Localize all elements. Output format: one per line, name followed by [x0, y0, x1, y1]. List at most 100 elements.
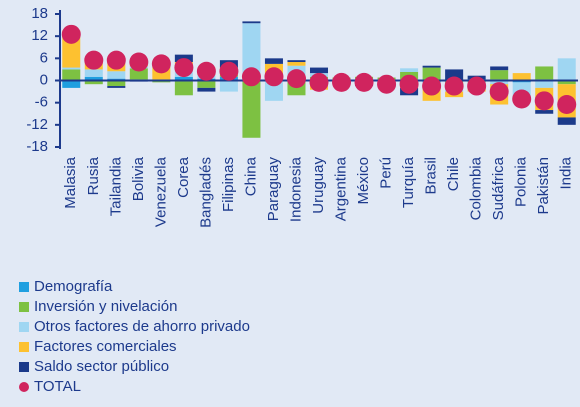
bar-segment [400, 68, 419, 73]
x-tick-label: Tailandia [107, 156, 124, 216]
bar-segment [107, 71, 126, 79]
x-tick-label: Indonesia [287, 156, 304, 222]
y-tick-label: 0 [40, 71, 48, 88]
bar-segment [557, 58, 576, 81]
total-dot [512, 89, 532, 109]
total-dot [286, 69, 306, 89]
bar-segment [174, 76, 193, 81]
bar-segment [264, 58, 283, 64]
total-dot [264, 67, 284, 87]
bar-segment [242, 21, 261, 24]
total-dot [106, 50, 126, 70]
total-dot [309, 72, 329, 92]
legend-marker [19, 342, 29, 352]
bar-segment [535, 66, 554, 80]
total-dot [444, 76, 464, 96]
legend-marker [19, 322, 29, 332]
x-tick-label: Filipinas [220, 157, 237, 212]
total-dot [219, 61, 239, 81]
bar-segment [84, 69, 103, 77]
x-tick-label: Paraguay [265, 157, 282, 222]
total-dot [196, 61, 216, 81]
legend-label: Inversión y nivelación [34, 298, 177, 315]
bar-segment [512, 73, 531, 81]
bar-segment [197, 87, 216, 92]
total-dot [354, 72, 374, 92]
x-tick-label: Chile [445, 157, 462, 191]
x-tick-label: Uruguay [310, 157, 327, 214]
x-tick-label: Bangladés [197, 157, 214, 228]
x-tick-label: México [355, 157, 372, 205]
x-tick-label: Sudáfrica [490, 156, 507, 220]
bar-segment [62, 69, 81, 81]
total-dot [61, 24, 81, 44]
total-dot [557, 95, 577, 115]
total-dot [399, 74, 419, 94]
total-dot [84, 50, 104, 70]
legend-label: Saldo sector público [34, 358, 169, 375]
legend-label: Factores comerciales [34, 338, 177, 355]
bar-segment [107, 80, 126, 87]
bar-segment [264, 80, 283, 101]
bar-segment [535, 80, 554, 88]
bar-segment [535, 110, 554, 114]
legend-label: Otros factores de ahorro privado [34, 318, 250, 335]
bar-segment [197, 80, 216, 88]
bar-segment [287, 60, 306, 63]
bar-segment [174, 80, 193, 96]
legend-marker [19, 362, 29, 372]
total-dot [129, 52, 149, 72]
bar-segment [445, 69, 464, 81]
total-dot [422, 76, 442, 96]
bar-segment [219, 80, 238, 92]
x-tick-label: Argentina [332, 156, 349, 221]
legend-label: Demografía [34, 278, 113, 295]
x-tick-label: Turquía [400, 156, 417, 208]
legend-marker [19, 302, 29, 312]
bar-segment [62, 80, 81, 88]
total-dot [377, 74, 397, 94]
total-dot [241, 67, 261, 87]
total-dot [151, 54, 171, 74]
x-tick-label: Perú [378, 157, 395, 189]
bar-segment [557, 117, 576, 125]
bar-segment [107, 86, 126, 88]
total-dot [534, 91, 554, 111]
total-dot [174, 58, 194, 78]
y-tick-label: 12 [31, 27, 48, 44]
bar-segment [557, 80, 576, 85]
bar-segment [422, 65, 441, 68]
y-tick-label: -12 [26, 116, 48, 133]
bar-segment [62, 67, 81, 70]
y-tick-label: -18 [26, 138, 48, 155]
y-tick-label: 6 [40, 49, 48, 66]
x-tick-label: Malasia [62, 156, 79, 208]
bar-segment [84, 80, 103, 85]
legend-marker [19, 382, 29, 392]
x-tick-label: Polonia [513, 156, 530, 207]
x-tick-label: India [558, 156, 575, 189]
y-tick-label: -6 [35, 94, 48, 111]
bar-segment [242, 23, 261, 79]
bar-segment [490, 70, 509, 80]
bar-segment [129, 68, 148, 80]
x-tick-label: Bolivia [130, 156, 147, 201]
x-tick-label: Rusia [85, 156, 102, 195]
x-tick-label: Pakistán [535, 157, 552, 215]
x-tick-label: Colombia [468, 156, 485, 220]
legend-marker [19, 282, 29, 292]
total-dot [467, 76, 487, 96]
x-tick-label: China [242, 156, 259, 196]
bar-segment [242, 80, 261, 138]
x-tick-label: Venezuela [152, 156, 169, 227]
bar-segment [490, 66, 509, 71]
bar-segment [422, 67, 441, 81]
y-tick-label: 18 [31, 5, 48, 22]
legend-label: TOTAL [34, 378, 81, 395]
bar-segment [84, 76, 103, 81]
bar-segment [287, 62, 306, 66]
bar-segment [309, 67, 329, 74]
x-tick-label: Brasil [423, 157, 440, 195]
total-dot [489, 82, 509, 102]
